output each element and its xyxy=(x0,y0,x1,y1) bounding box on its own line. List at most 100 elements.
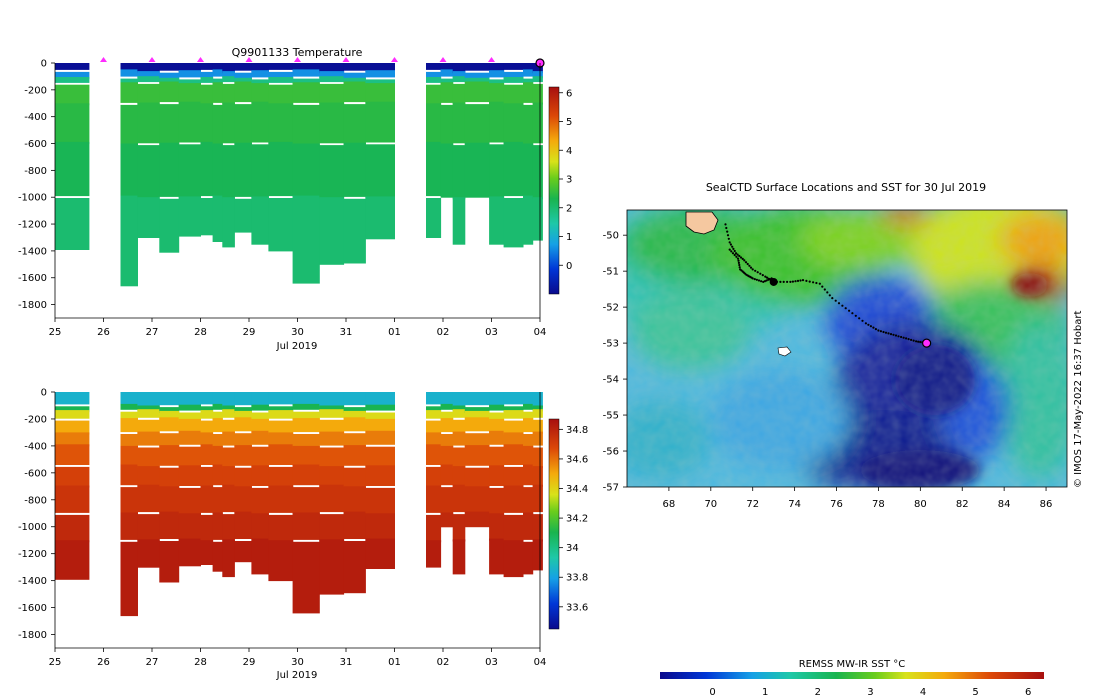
layer-cell xyxy=(268,103,294,145)
y-tick-label: -200 xyxy=(24,85,47,96)
layer-cell xyxy=(440,69,454,77)
map-axes: 68 70 72 74 76 78 80 82 84 86 -50 -51 -52 -53 -54 -55 -5… xyxy=(603,231,1053,510)
layer-cell xyxy=(319,76,345,83)
layer-cell xyxy=(464,392,490,406)
track-point xyxy=(767,278,770,281)
track-point xyxy=(733,253,736,257)
profile-column xyxy=(452,392,466,575)
x-tick-label: 26 xyxy=(97,327,110,338)
track-point xyxy=(760,280,763,283)
layer-cell xyxy=(319,71,345,79)
x-tick-label: 29 xyxy=(243,657,256,668)
track-point xyxy=(738,254,741,258)
track-point xyxy=(894,334,898,337)
layer-cell xyxy=(464,417,490,432)
track-point xyxy=(821,285,824,288)
layer-cell xyxy=(55,406,90,413)
layer-cell xyxy=(178,144,201,199)
layer-cell xyxy=(251,196,269,245)
track-point xyxy=(765,279,768,282)
layer-cell xyxy=(268,84,294,106)
layer-cell xyxy=(120,104,138,146)
layer-cell xyxy=(234,142,252,197)
layer-cell xyxy=(159,142,180,197)
layer-cell xyxy=(343,445,366,466)
layer-cell xyxy=(523,392,534,406)
y-tick-label: -1400 xyxy=(18,576,47,587)
profile-column xyxy=(268,63,294,252)
layer-cell xyxy=(452,145,466,200)
layer-cell xyxy=(251,430,269,445)
track-point xyxy=(737,261,741,264)
track-point xyxy=(801,279,805,282)
layer-cell xyxy=(120,82,138,103)
layer-cell xyxy=(365,418,395,433)
layer-cell xyxy=(503,392,524,405)
layer-cell xyxy=(159,467,180,489)
layer-cell xyxy=(365,144,395,199)
layer-cell xyxy=(251,538,269,575)
layer-cell xyxy=(523,445,534,467)
track-point xyxy=(728,241,731,244)
layer-cell xyxy=(292,82,320,103)
layer-cell xyxy=(55,420,90,435)
layer-cell xyxy=(55,432,90,447)
y-tick-label: -800 xyxy=(24,166,47,177)
layer-cell xyxy=(452,71,466,79)
profile-column xyxy=(120,392,138,617)
profile-column xyxy=(532,392,543,571)
layer-cell xyxy=(137,514,160,542)
layer-cell xyxy=(222,419,235,434)
y-tick-label: -1400 xyxy=(18,246,47,257)
track-point xyxy=(851,312,854,315)
layer-cell xyxy=(268,485,294,513)
profile-column xyxy=(523,63,534,245)
track-point xyxy=(734,252,738,255)
track-point xyxy=(748,264,751,267)
layer-cell xyxy=(137,539,160,568)
layer-cell xyxy=(178,430,201,445)
layer-cell xyxy=(523,195,534,245)
layer-cell xyxy=(159,445,180,466)
profile-column xyxy=(426,392,442,568)
track-point xyxy=(834,299,837,302)
track-point xyxy=(884,331,888,334)
layer-cell xyxy=(319,83,345,105)
layer-cell xyxy=(137,447,160,469)
layer-cell xyxy=(178,196,201,237)
layer-cell xyxy=(251,63,269,73)
layer-cell xyxy=(251,412,269,422)
last-position-marker xyxy=(922,338,932,348)
layer-cell xyxy=(292,104,320,146)
track-point xyxy=(917,340,920,343)
layer-cell xyxy=(234,541,252,563)
layer-cell xyxy=(292,445,320,467)
track-point xyxy=(739,256,743,259)
layer-cell xyxy=(268,198,294,252)
profile-column xyxy=(489,392,505,575)
layer-cell xyxy=(159,198,180,253)
layer-cell xyxy=(532,409,543,418)
profile-column xyxy=(365,392,395,569)
layer-cell xyxy=(137,431,160,446)
profile-column xyxy=(319,392,345,595)
layer-cell xyxy=(452,102,466,144)
layer-cell xyxy=(55,198,90,250)
layer-cell xyxy=(178,63,201,73)
layer-cell xyxy=(200,392,214,405)
layer-cell xyxy=(426,406,442,413)
profile-column xyxy=(251,392,269,575)
layer-cell xyxy=(319,409,345,418)
layer-cell xyxy=(251,465,269,486)
layer-cell xyxy=(489,196,505,245)
layer-cell xyxy=(178,83,201,104)
layer-cell xyxy=(212,63,223,72)
colorbar-tick-label: 2 xyxy=(566,203,572,214)
layer-cell xyxy=(268,444,294,465)
layer-cell xyxy=(268,71,294,80)
layer-cell xyxy=(212,418,223,433)
layer-cell xyxy=(440,104,454,146)
layer-cell xyxy=(319,466,345,487)
layer-cell xyxy=(426,410,442,419)
layer-cell xyxy=(234,392,252,406)
